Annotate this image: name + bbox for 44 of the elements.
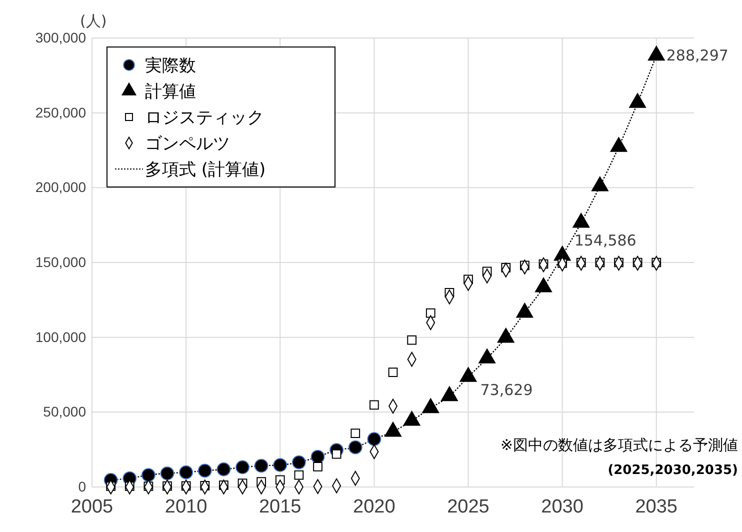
point	[179, 465, 193, 480]
point	[348, 440, 362, 454]
y-axis-title: (人)	[80, 12, 107, 30]
point	[292, 455, 306, 470]
x-tick-label: 2020	[353, 496, 396, 518]
x-tick-label: 2035	[635, 496, 678, 518]
point	[313, 462, 322, 472]
point	[350, 428, 360, 438]
point	[310, 450, 325, 464]
point	[370, 400, 379, 410]
point	[273, 458, 288, 472]
point	[426, 308, 436, 318]
legend-label: ゴンペルツ	[145, 134, 230, 154]
point	[198, 464, 212, 478]
y-tick-label: 300,000	[35, 29, 86, 46]
point	[407, 335, 416, 345]
legend-label: ロジスティック	[145, 108, 264, 128]
point	[254, 458, 268, 473]
annotation: ※図中の数値は多項式による予測値	[500, 436, 738, 454]
legend-label: 多項式 (計算値)	[145, 160, 266, 180]
point	[160, 466, 174, 480]
y-tick-label: 0	[78, 478, 86, 494]
x-tick-label: 2025	[447, 496, 490, 518]
data-label: 288,297	[666, 46, 728, 65]
y-tick-label: 50,000	[43, 404, 86, 420]
point	[216, 462, 231, 476]
point	[236, 460, 250, 474]
legend-label: 実際数	[145, 56, 196, 76]
x-tick-label: 2030	[541, 496, 584, 518]
y-tick-label: 100,000	[35, 328, 86, 345]
data-label: 73,629	[480, 380, 533, 399]
data-label: 154,586	[574, 232, 636, 250]
point	[294, 470, 304, 480]
x-tick-label: 2010	[164, 496, 208, 518]
y-tick-label: 250,000	[35, 104, 86, 120]
annotation: (2025,2030,2035)	[608, 463, 738, 478]
x-tick-label: 2015	[258, 496, 302, 518]
legend-label: 計算値	[145, 82, 196, 102]
point	[142, 468, 156, 482]
point	[367, 432, 382, 446]
x-tick-label: 2005	[70, 496, 114, 518]
y-tick-label: 200,000	[35, 179, 86, 196]
y-tick-label: 150,000	[35, 254, 86, 270]
point	[388, 368, 398, 378]
